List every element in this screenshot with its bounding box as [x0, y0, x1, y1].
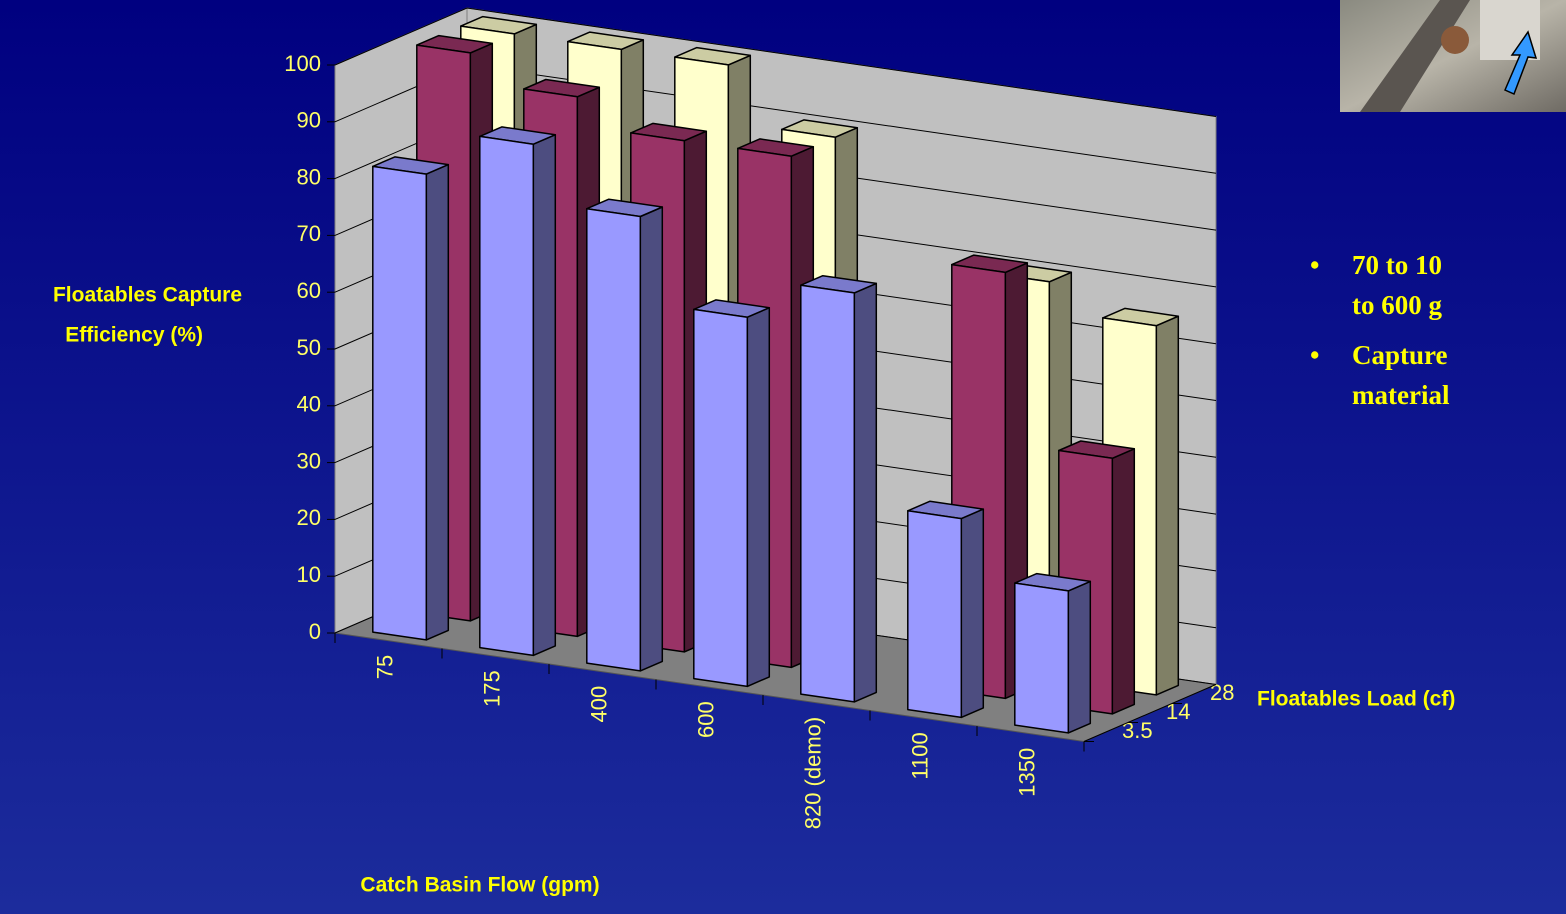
x-tick-label: 75	[372, 655, 397, 679]
bar	[907, 500, 985, 719]
x-axis-title: Catch Basin Flow (gpm)	[360, 874, 599, 897]
x-tick-label: 820 (demo)	[800, 717, 825, 830]
bullet-text: material	[1352, 380, 1450, 410]
bar	[800, 274, 878, 703]
bullet-text: 70 to 10	[1352, 250, 1442, 280]
x-tick-label: 400	[586, 686, 611, 723]
z-tick-label: 3.5	[1122, 718, 1153, 743]
z-axis-title: Floatables Load (cf)	[1257, 688, 1455, 711]
y-tick-label: 30	[297, 448, 321, 473]
bullet-mark: •	[1310, 340, 1319, 370]
bar	[372, 156, 450, 641]
y-tick-label: 90	[297, 108, 321, 133]
bar-side	[532, 133, 557, 657]
z-tick-label: 14	[1166, 699, 1190, 724]
y-tick-label: 70	[297, 221, 321, 246]
bullet-mark: •	[1310, 250, 1319, 280]
bar-side	[639, 206, 664, 672]
bar	[693, 299, 771, 688]
bar	[1014, 572, 1092, 734]
bar-front	[586, 207, 642, 672]
bullet-list: • 70 to 10 to 600 g • Capture material	[1310, 250, 1450, 410]
y-tick-label: 80	[297, 164, 321, 189]
bar-side	[853, 282, 878, 703]
x-tick-label: 600	[693, 701, 718, 738]
bar-front	[693, 308, 749, 688]
y-axis-title: Floatables Capture	[53, 284, 242, 307]
bullet-text: to 600 g	[1352, 290, 1442, 320]
x-tick-label: 1350	[1014, 748, 1039, 797]
bar-side	[1155, 315, 1180, 696]
y-tick-label: 50	[297, 335, 321, 360]
y-axis-title: Efficiency (%)	[65, 324, 203, 347]
bar-side	[1111, 448, 1136, 715]
bar	[586, 198, 664, 672]
x-tick-label: 1100	[907, 732, 932, 779]
bar-side	[746, 306, 771, 688]
bar-side	[960, 508, 985, 719]
bullet-text: Capture	[1352, 340, 1448, 370]
z-axis	[1083, 684, 1217, 742]
bar-front	[800, 284, 856, 703]
x-tick-label: 175	[479, 670, 504, 707]
bar-front	[1014, 582, 1070, 734]
photo	[1340, 0, 1566, 112]
y-tick-label: 0	[309, 619, 321, 644]
y-tick-label: 20	[297, 505, 321, 530]
y-tick-label: 10	[297, 562, 321, 587]
bar-front	[479, 135, 535, 657]
y-tick-label: 40	[297, 392, 321, 417]
plot-area: 0 10 20 30 40 50 60 70 80 90 100 75 175 400 600 820 (de…	[284, 7, 1234, 830]
grid-line	[334, 7, 1217, 117]
y-tick-label: 60	[297, 278, 321, 303]
bar-side	[425, 163, 450, 641]
z-tick-label: 28	[1210, 680, 1234, 705]
bar-front	[372, 165, 428, 641]
bar-front	[907, 510, 963, 719]
bar	[479, 126, 557, 657]
bar-side	[1067, 580, 1092, 734]
y-tick-label: 100	[284, 51, 321, 76]
